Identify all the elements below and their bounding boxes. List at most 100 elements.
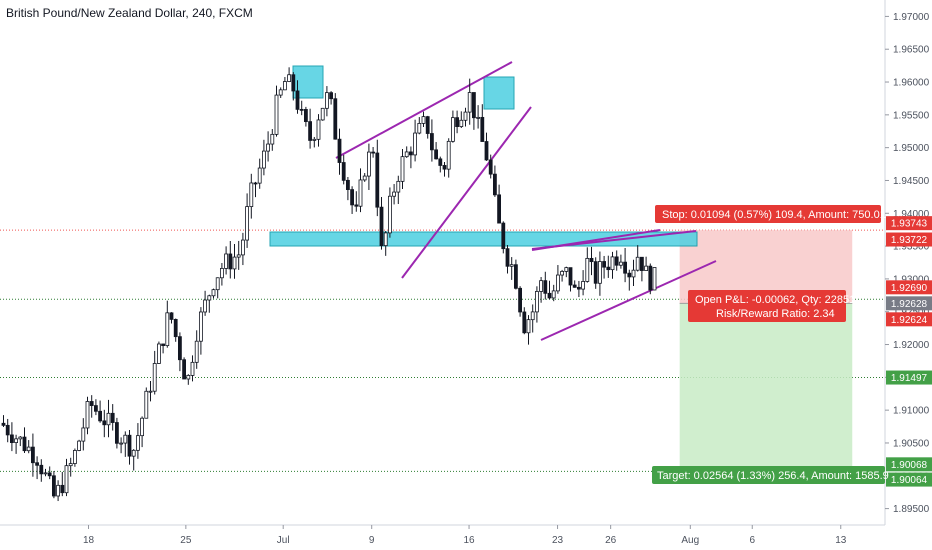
candle-body [648,265,653,291]
candle [556,265,560,294]
candle [56,480,60,502]
candle [224,246,229,275]
candle [68,457,73,477]
top-marker-right[interactable] [483,76,515,110]
pattern-annotations[interactable] [269,61,717,341]
time-tick-label: 16 [463,535,475,546]
candle-body [261,150,266,169]
candle [593,257,598,289]
candle [127,430,132,465]
candle-body [1,422,6,426]
candle [9,422,14,452]
candle-body [484,141,489,161]
candle [115,417,119,449]
candle-body [631,269,636,278]
candle [106,399,111,438]
candle [186,374,191,385]
candle-body [564,267,569,272]
candle [387,187,392,238]
price-tick-label: 1.97000 [893,12,930,23]
candle [47,466,52,480]
candle [354,191,359,212]
candle-body [152,363,157,392]
candle-body [530,311,535,321]
price-tick-label: 1.93000 [893,274,930,285]
candle-body [560,271,564,276]
candle-body [635,256,640,271]
candle [530,304,535,333]
candle [425,115,430,139]
candle-body [492,173,497,196]
candle-body [186,375,191,380]
price-tick-label: 1.95000 [893,143,930,154]
candle-body [526,319,531,334]
candle-body [589,257,594,263]
candle-body [22,436,27,452]
candle-body [463,111,468,121]
time-tick-label: 18 [83,535,95,546]
candle [320,107,325,121]
candle-body [245,206,250,241]
candle [379,196,384,250]
candle-body [14,438,19,444]
target-zone[interactable] [679,303,853,472]
wedge-upper-line[interactable] [335,61,513,159]
candle [144,387,149,419]
candle-body [81,427,86,442]
candle [446,138,451,178]
candle [215,277,220,299]
candle [598,251,602,296]
candle [102,409,107,438]
candle-body [98,410,102,422]
candle-body [623,261,627,274]
candle-body [115,422,119,444]
candle-body [329,92,334,100]
candle [194,330,199,369]
candle [505,244,510,274]
candle-body [450,117,455,142]
candle-body [274,94,279,135]
candle [480,104,485,142]
candle-body [308,121,313,141]
price-tick-label: 1.90500 [893,438,930,449]
candle-body [270,133,275,145]
neckline-line[interactable] [531,230,697,250]
candle [64,458,69,497]
candle-body [514,264,518,289]
candle [450,110,455,143]
price-axis[interactable]: 1.97000 1.96500 1.96000 1.95500 1.95000 1.945… [885,12,930,515]
candle [438,156,443,173]
candle-body [535,291,539,313]
candle [110,404,115,431]
candle [236,240,241,270]
candle-body [194,340,199,363]
candle [408,146,413,169]
flag-lower-line[interactable] [540,260,717,341]
candle [308,108,313,149]
candle-body [26,446,31,452]
candle [564,266,569,278]
candle [26,440,31,454]
candle [509,257,514,280]
candle [522,307,527,335]
candle [421,111,426,128]
candle-body [39,464,44,475]
candle-body [640,256,644,271]
target-price-badge: 1.90068 [886,457,932,472]
badge-bg [886,312,932,327]
candle-body [64,465,69,494]
candle-body [593,261,598,284]
candle-body [232,256,237,270]
price-tick-label: 1.94500 [893,176,930,187]
candle [619,254,623,269]
stop-label-bg [655,205,881,223]
candle-body [480,116,485,142]
wedge-lower-line[interactable] [401,106,532,279]
candle-body [476,116,481,119]
candle [135,423,140,459]
candle-body [60,484,65,494]
time-axis[interactable]: 18 25 Jul 9 16 23 26 Aug 6 13 [83,525,847,546]
candle-body [354,204,359,207]
price-tick-label: 1.92000 [893,340,930,351]
